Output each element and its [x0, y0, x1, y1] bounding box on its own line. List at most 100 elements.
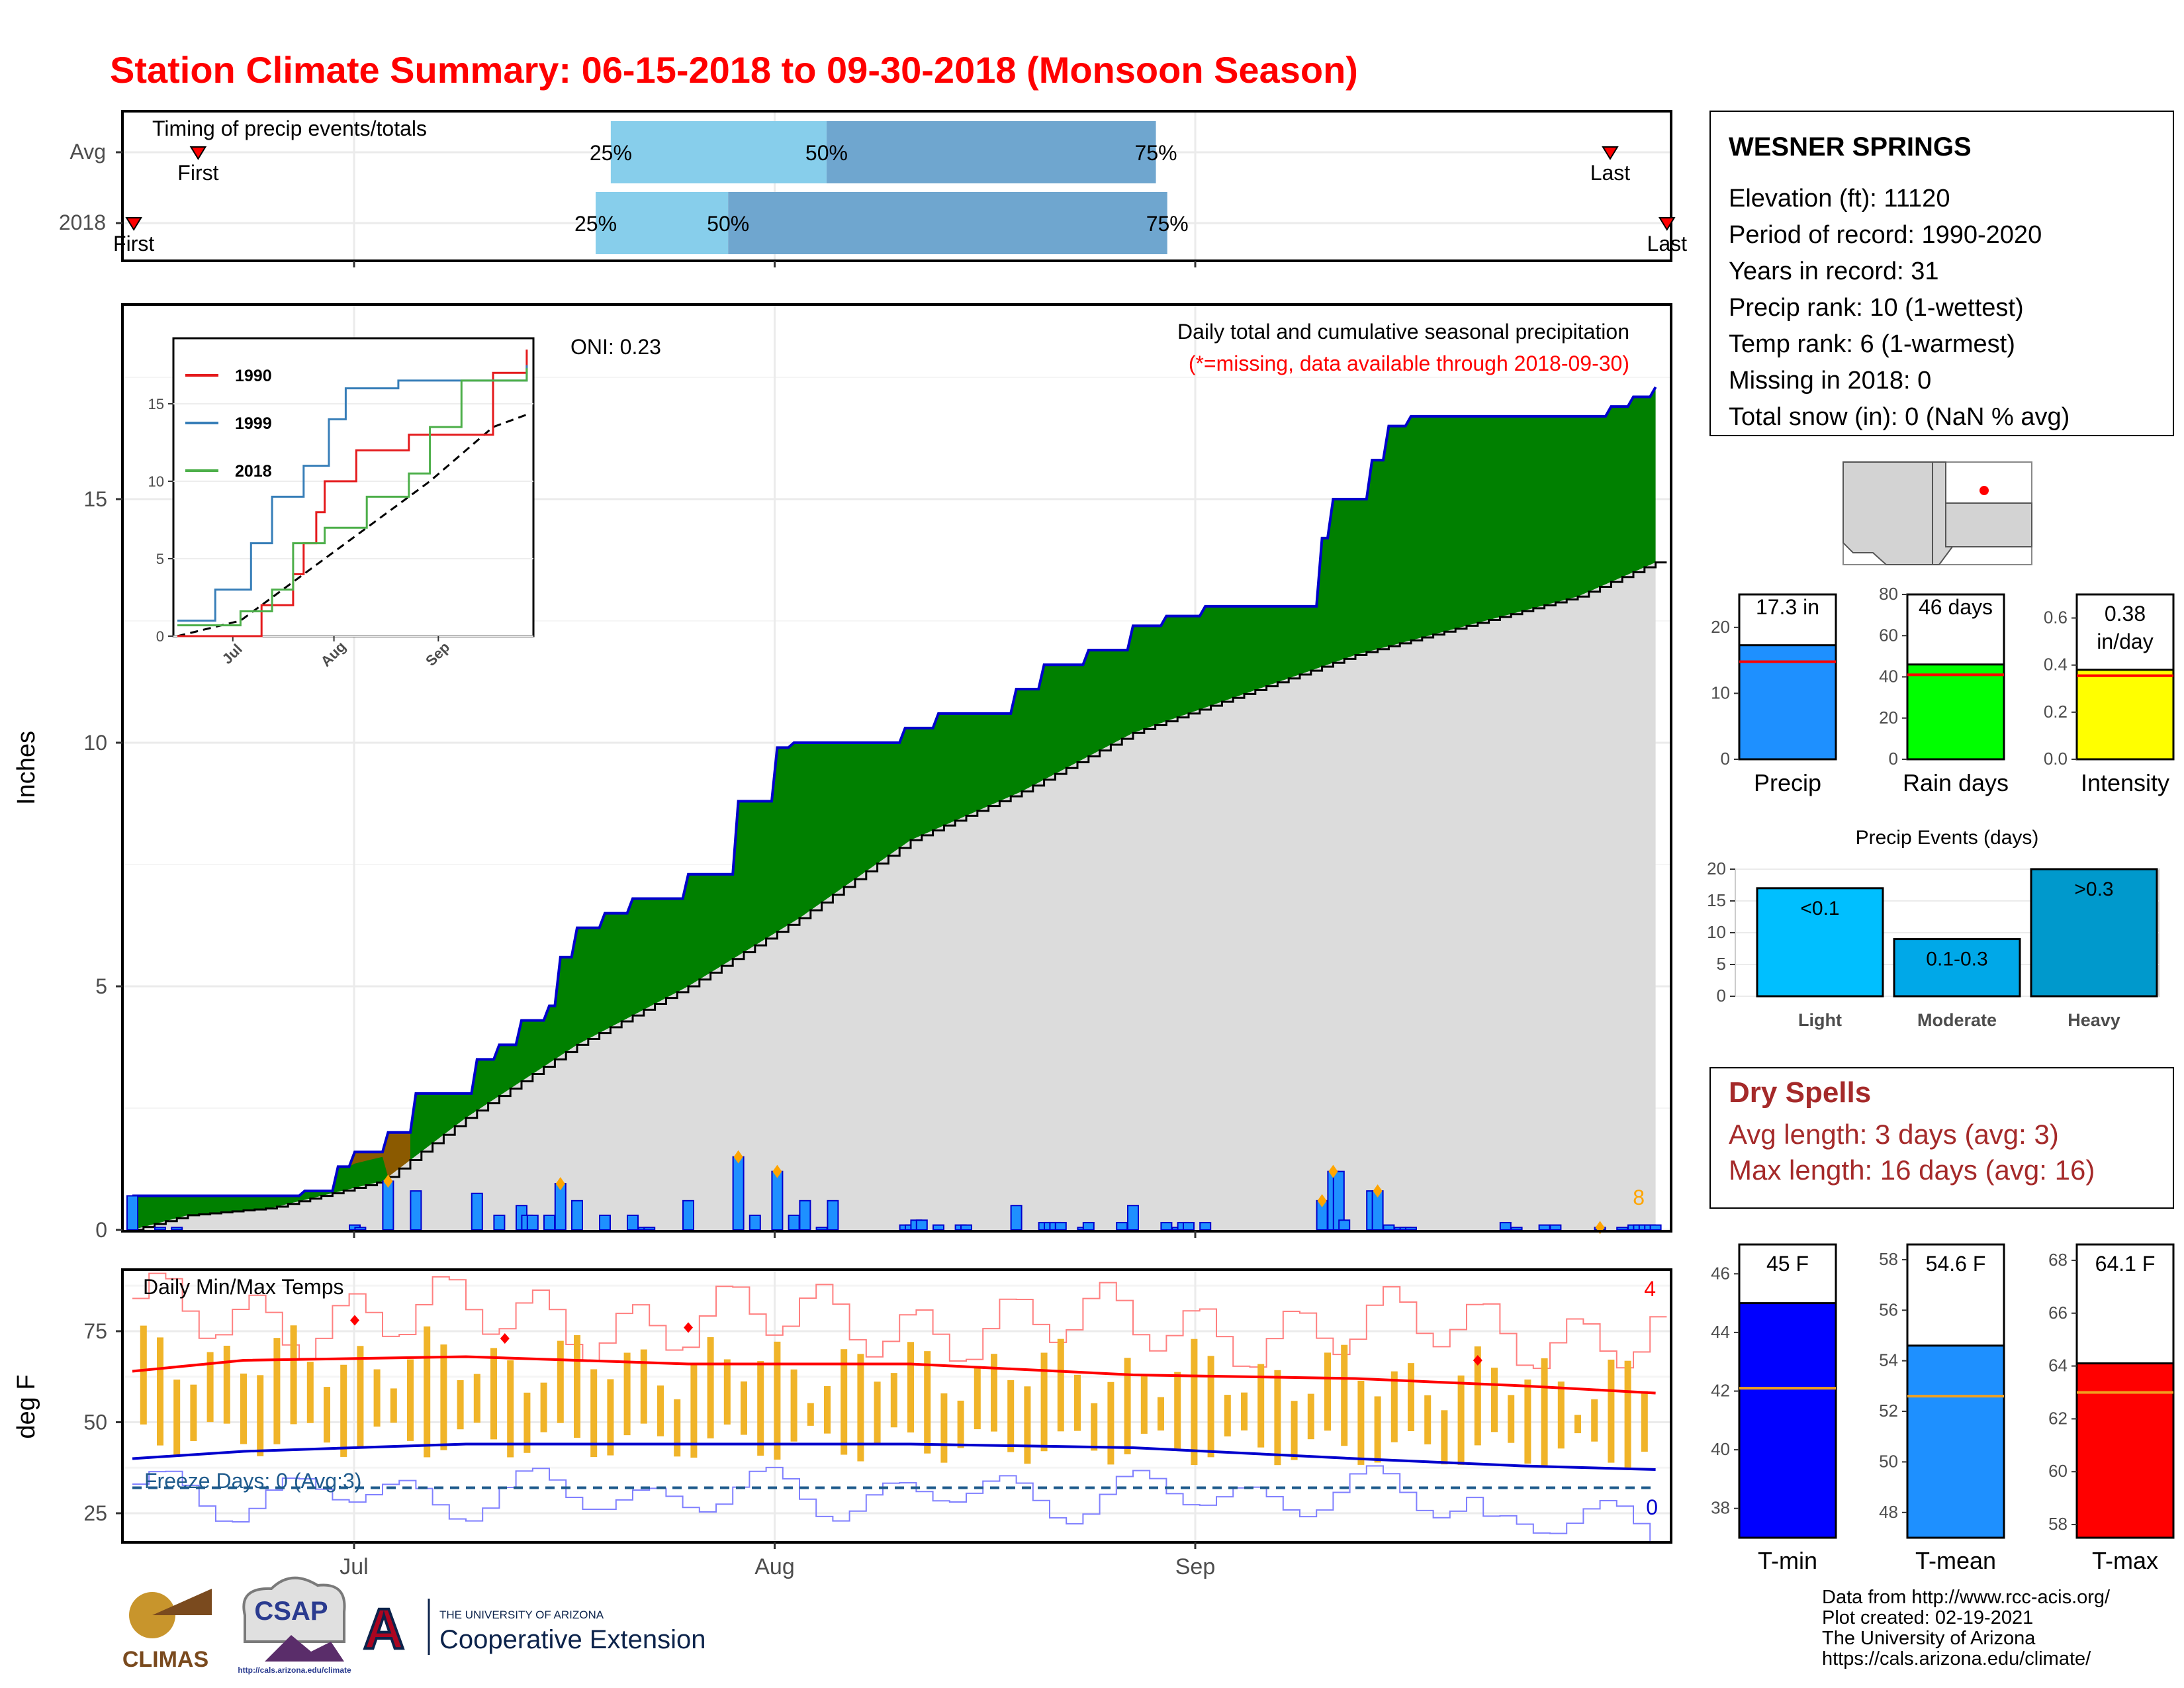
- timing-first-marker: [125, 217, 142, 231]
- temp-daily-range-bar: [1574, 1415, 1581, 1434]
- csap-logo-cloud: [242, 1576, 346, 1643]
- precip-daily-bar: [799, 1199, 811, 1231]
- station-info-line: Years in record: 31: [1729, 258, 1939, 285]
- precip-daily-bar: [1338, 1219, 1351, 1231]
- temp-daily-range-bar: [1441, 1410, 1448, 1465]
- precip-daily-bar: [599, 1214, 611, 1231]
- timing-p75-label: 75%: [1146, 212, 1189, 236]
- precip-daily-bar: [554, 1183, 567, 1231]
- temp-record-marker: [684, 1322, 693, 1333]
- precip-events-title: Precip Events (days): [1856, 827, 2039, 849]
- page-title: Station Climate Summary: 06-15-2018 to 0…: [110, 49, 1358, 91]
- ua-logo-bg: [361, 1599, 407, 1652]
- hot-count-label: 4: [1644, 1277, 1656, 1301]
- precip-ytick-label: 15: [83, 487, 107, 511]
- temp-daily-range-bar: [557, 1340, 564, 1423]
- tmin-gauge-ytick-label: 44: [1711, 1322, 1730, 1342]
- temp-daily-range-bar: [890, 1373, 897, 1428]
- precip-daily-bar: [1549, 1224, 1562, 1231]
- precip-2018-line: [132, 386, 1657, 1197]
- timing-rows: 25% 50% 75% First Last 25% 50% 75% First Last: [113, 121, 1687, 256]
- precip-daily-bar: [410, 1190, 422, 1231]
- oni-label: ONI: 0.23: [570, 335, 661, 359]
- precip-caption-missing: (*=missing, data available through 2018-…: [1189, 352, 1629, 375]
- temp-daily-range-bar: [240, 1374, 247, 1444]
- temp-label: Daily Min/Max Temps: [143, 1275, 343, 1299]
- temp-ylabel: deg F: [13, 1374, 40, 1438]
- temp-daily-range-bar: [1524, 1380, 1531, 1464]
- precip-daily-bar: [154, 1227, 166, 1231]
- intensity-gauge-value-unit: in/day: [2097, 630, 2153, 653]
- temp-daily-range-bar: [741, 1381, 747, 1435]
- inset-legend-label: 1990: [235, 367, 272, 385]
- temp-daily-range-bar: [507, 1360, 514, 1458]
- precip-record-marker: [383, 1174, 393, 1188]
- precip-gauge-value: 17.3 in: [1756, 595, 1819, 619]
- temp-record-marker: [1473, 1355, 1482, 1366]
- temp-daily-range-bar: [324, 1387, 330, 1443]
- events-ytick-label: 0: [1717, 986, 1726, 1006]
- temp-daily-range-bar: [1291, 1401, 1298, 1460]
- temp-daily-range-bar: [874, 1382, 881, 1445]
- precip-daily-bar: [1405, 1227, 1417, 1231]
- inset-ytick-label: 15: [148, 396, 164, 412]
- temp-daily-range-bar: [1474, 1346, 1481, 1446]
- precip-ytick-label: 10: [83, 731, 107, 755]
- temp-daily-range-bar: [940, 1393, 948, 1463]
- precip-daily-bar: [1538, 1224, 1551, 1231]
- timing-first-marker: [189, 146, 207, 160]
- precip-panel: 0 5 10 15 Inches Daily total and cumulative…: [13, 303, 1672, 1242]
- dry-spells-avg: Avg length: 3 days (avg: 3): [1729, 1119, 2059, 1150]
- tmin-gauge-ytick-label: 40: [1711, 1439, 1730, 1459]
- precip-yaxis: 0 5 10 15: [83, 487, 122, 1242]
- tmax-gauge-ytick-label: 68: [2048, 1250, 2068, 1270]
- temp-daily-range-bar: [723, 1359, 731, 1425]
- temp-gauges: 38 40 42 44 46 45 F T-min 48 50 52 54 56 58 54.6 F T-m…: [1711, 1243, 2175, 1574]
- temp-daily-range-bar: [1324, 1352, 1331, 1431]
- tmin-gauge-label: T-min: [1758, 1547, 1817, 1574]
- temp-daily-range-bar: [1191, 1338, 1198, 1466]
- climas-logo-text: CLIMAS: [122, 1647, 208, 1672]
- cold-count-label: 0: [1646, 1495, 1658, 1519]
- temp-daily-range-bar: [1424, 1395, 1432, 1444]
- temp-daily-range-bar: [1174, 1372, 1181, 1450]
- precip-daily-bar: [933, 1224, 944, 1231]
- dry-spells-frame: [1709, 1067, 2174, 1209]
- temp-daily-range-bar: [1007, 1380, 1015, 1452]
- csap-logo-url: http://cals.arizona.edu/climate: [238, 1665, 351, 1675]
- precip-gauge-ytick-label: 0: [1721, 749, 1730, 769]
- precip-daily-bar: [171, 1227, 183, 1231]
- tmin-gauge-value: 45 F: [1766, 1252, 1809, 1276]
- temp-panel: 25 50 75 Daily Min/Max Temps Freeze Days: …: [13, 1268, 1672, 1544]
- temp-daily-range-bar: [1158, 1397, 1164, 1431]
- precip-daily-bar: [354, 1227, 367, 1231]
- precip-daily-bar: [960, 1224, 972, 1231]
- precip-count-label: 8: [1633, 1186, 1645, 1209]
- events-bar-range-label: 0.1-0.3: [1926, 949, 1987, 970]
- temp-daily-range-bar: [1241, 1392, 1248, 1430]
- station-info-box: WESNER SPRINGS Elevation (ft): 11120 Peri…: [1709, 111, 2174, 436]
- rain_days-gauge-bar: [1906, 663, 2005, 761]
- inset-series-1999: [177, 365, 528, 622]
- precip-daily-bar: [471, 1192, 483, 1231]
- precip-daily-bar: [1116, 1221, 1128, 1231]
- precip-daily-bar: [1499, 1221, 1512, 1231]
- precip-events-content: 0 5 10 15 20 <0.1 Light 0.1-0.3 Moderate >0.3 Heav…: [1707, 859, 2160, 1030]
- temp-daily-range-bar: [473, 1374, 480, 1423]
- precip-daily-bar: [732, 1156, 745, 1231]
- temp-content: 25 50 75: [83, 1271, 1670, 1544]
- x-axis-label: Aug: [754, 1554, 795, 1579]
- intensity-gauge-ytick-label: 0.6: [2044, 608, 2068, 628]
- precip-caption: Daily total and cumulative seasonal prec…: [1177, 320, 1629, 344]
- timing-p75-label: 75%: [1135, 141, 1177, 165]
- precip-daily-bar: [1082, 1221, 1095, 1231]
- precip-daily-bar: [1510, 1227, 1523, 1231]
- precip-daily-bar: [1010, 1205, 1023, 1231]
- precip-record-marker: [1328, 1164, 1338, 1178]
- tmin-gauge-ytick-label: 42: [1711, 1381, 1730, 1401]
- temp-daily-range-bar: [574, 1335, 580, 1438]
- intensity-gauge-ytick-label: 0.2: [2044, 702, 2068, 722]
- station-info-frame: [1709, 111, 2174, 436]
- temp-daily-range-bar: [1140, 1376, 1148, 1434]
